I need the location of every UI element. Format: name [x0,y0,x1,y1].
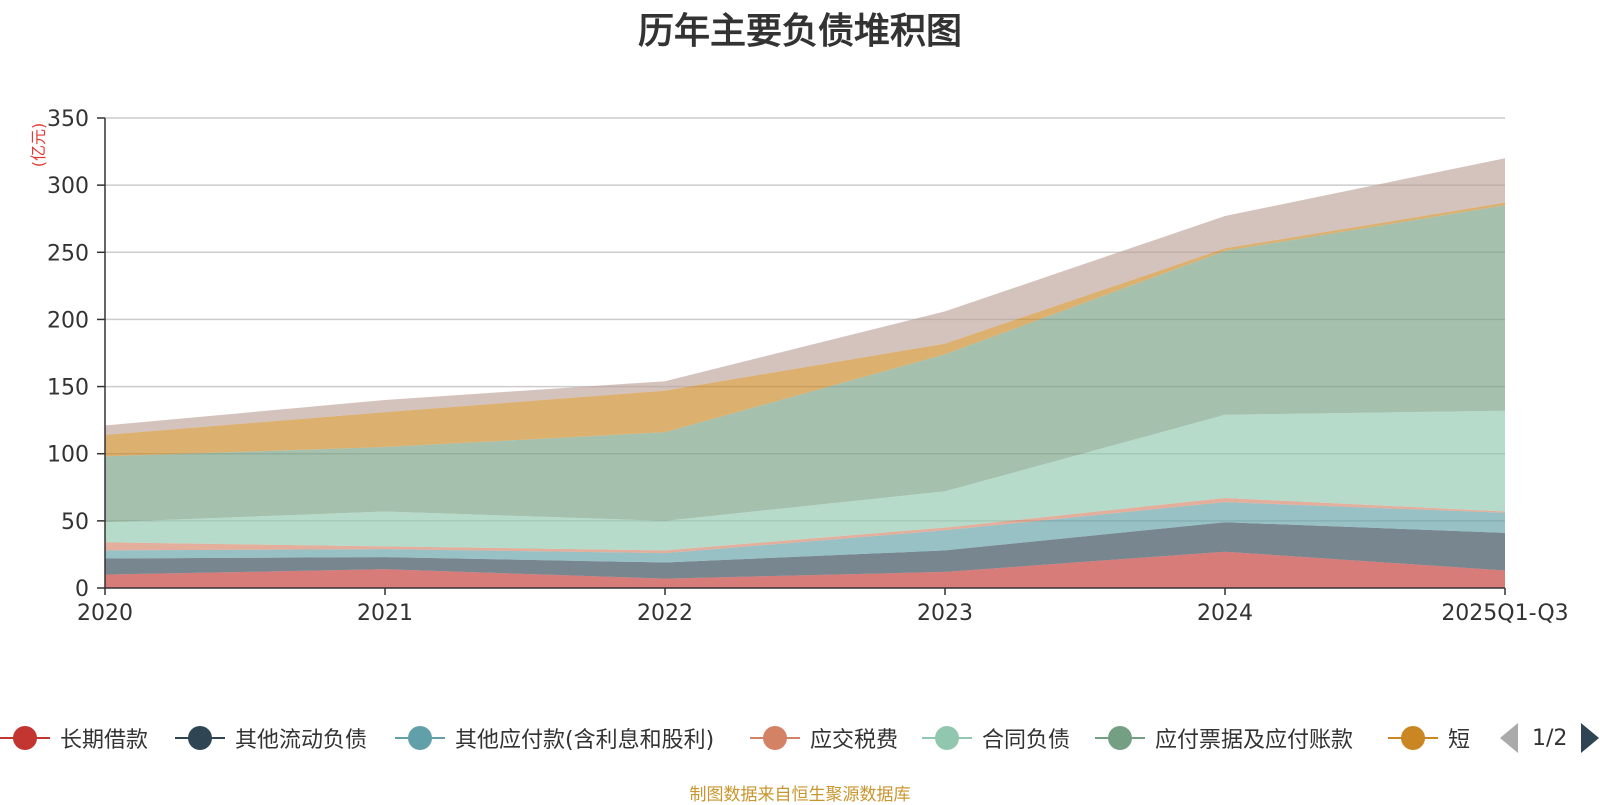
area-series-layer [105,158,1505,588]
area-series-4 [105,410,1505,551]
legend-page-indicator: 1/2 [1532,725,1568,751]
legend-marker-icon [175,725,225,751]
x-tick-label: 2025Q1-Q3 [1441,601,1568,626]
legend-marker-icon [395,725,445,751]
source-note: 制图数据来自恒生聚源数据库 [689,785,911,805]
area-series-1 [105,522,1505,579]
legend-marker-dot [408,726,432,750]
legend-marker-dot [763,726,787,750]
x-tick-label: 2020 [77,601,133,626]
legend-item[interactable]: 短 [1388,718,1470,758]
legend-item[interactable]: 其他流动负债 [175,718,367,758]
area-series-0 [105,551,1505,588]
legend-marker-icon [1388,725,1438,751]
axes: 0 50 100 150 200 250 300 350 2020 2021 2022 2023 202… [47,107,1569,626]
legend-pager: 1/2 [1500,718,1600,758]
legend-label: 应付票据及应付账款 [1155,728,1354,753]
legend-label: 其他流动负债 [235,728,368,753]
legend: 长期借款 其他流动负债 其他应付款(含利息和股利) 应交税费 合同负债 应付票据及应付账款… [0,718,1490,758]
legend-item[interactable]: 应交税费 [750,718,898,758]
y-axis-unit-label: (亿元) [29,123,48,168]
x-tick-label: 2022 [637,601,693,626]
legend-item[interactable]: 其他应付款(含利息和股利) [395,718,714,758]
legend-item[interactable]: 长期借款 [0,718,148,758]
legend-marker-icon [1095,725,1145,751]
chart-title: 历年主要负债堆积图 [637,11,962,52]
area-series-2 [105,502,1505,563]
legend-next-page-icon[interactable] [1581,723,1600,753]
area-series-5 [105,205,1505,523]
legend-item[interactable]: 应付票据及应付账款 [1095,718,1353,758]
legend-marker-dot [13,726,37,750]
legend-item[interactable]: 合同负债 [922,718,1070,758]
y-tick-label: 100 [47,443,89,468]
legend-marker-dot [935,726,959,750]
y-tick-label: 150 [47,376,89,401]
legend-prev-page-icon[interactable] [1500,723,1518,753]
legend-label: 应交税费 [810,728,899,753]
y-tick-label: 350 [47,107,89,132]
y-tick-label: 0 [75,577,89,602]
x-tick-label: 2023 [917,601,973,626]
area-series-6 [105,202,1505,457]
y-tick-label: 50 [61,510,89,535]
legend-label: 短 [1448,728,1471,753]
x-tick-label: 2024 [1197,601,1253,626]
area-series-3 [105,498,1505,554]
y-tick-label: 200 [47,308,89,333]
legend-marker-icon [922,725,972,751]
legend-marker-dot [188,726,212,750]
legend-marker-dot [1108,726,1132,750]
x-tick-label: 2021 [357,601,413,626]
y-tick-label: 250 [47,241,89,266]
legend-marker-icon [0,725,50,751]
legend-label: 其他应付款(含利息和股利) [455,728,715,753]
legend-marker-dot [1401,726,1425,750]
y-tick-label: 300 [47,174,89,199]
legend-label: 合同负债 [982,728,1071,753]
legend-label: 长期借款 [60,728,149,753]
legend-marker-icon [750,725,800,751]
